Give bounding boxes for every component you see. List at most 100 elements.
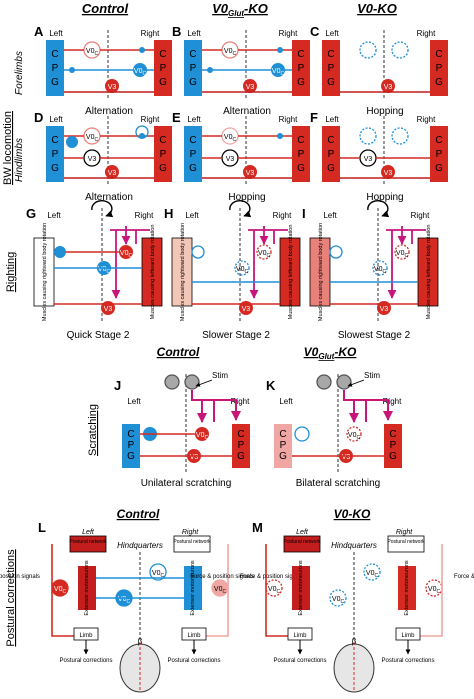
scratch-header-v0glut-ko: V0Glut-KO [304,345,357,361]
label-right: Right [273,211,292,220]
cpg-left-box [184,40,202,96]
panel-letter: J [114,378,121,393]
panel-caption: Alternation [85,106,133,117]
hindquarters-label: Hindquarters [117,541,163,550]
beta-label: β [352,637,357,646]
v0c-label-main: V0 [332,596,341,603]
right-extensor-label: Extensor motoneurons [190,560,196,616]
right-postural-network-label: Postural network [387,539,425,545]
cpg-left: CPG [122,424,140,468]
stim-label: Stim [212,371,228,380]
stim-label: Stim [364,371,380,380]
cpg-left-box [122,424,140,468]
label-right: Right [141,115,160,124]
postural-title: V0-KO [334,507,371,521]
label-left: Left [325,115,339,124]
cpg-right-letter: P [436,149,443,160]
v0v-label: V0C [134,68,147,77]
v0c-label-main: V0 [272,68,281,75]
label-right: Right [182,529,199,536]
v0c-label-sub: C [128,253,132,259]
left-force-label: Force & position signals [0,574,40,580]
right-muscle-label: Muscles causing leftward body rotation [288,225,294,320]
cpg-right-letter: C [389,429,396,440]
cpg-right-box [292,126,310,182]
cpg-left-letter: P [52,63,59,74]
label-left: Left [49,115,63,124]
cpg-left-letter: P [190,149,197,160]
right-limb-label: Limb [401,633,415,639]
right-postural-network [387,535,425,553]
cpg-left-box [322,126,340,182]
v0-right-upper-label: V0C [366,570,379,579]
v0c-neuron [346,426,362,442]
v0c-label-sub: C [126,599,130,605]
right-force-label: Force & position signals [240,574,304,580]
v0c-label-sub: C [436,589,440,595]
v0c-label: V0C [86,134,99,143]
postural-title: Control [117,507,160,521]
v0c-label-sub: C [404,253,408,259]
cpg-right-box [154,126,172,182]
label-right: Right [417,115,436,124]
cpg-right-letter: G [237,451,245,462]
cpg-right-letter: P [298,63,305,74]
v0c-label-main: V0 [348,432,357,439]
v0-left-label: V0C [268,586,281,595]
right-muscle-label: Muscles causing leftward body rotation [150,225,156,320]
panel-caption: Alternation [85,192,133,203]
cpg-left-letter: C [51,49,58,60]
cpg-right-box [430,40,448,96]
panel-letter: F [310,110,318,125]
cpg-left-box [184,126,202,182]
panel-letter: I [302,206,306,221]
panel-H: H Left Right Muscles causing rightward body… [164,200,301,341]
v0c-label: V0C [196,432,209,441]
panel-letter: B [172,24,181,39]
left-force-label: Force & position signals [190,574,254,580]
panel-caption: Unilateral scratching [141,478,232,489]
panel-M: M V0-KO Hindquarters Left Right Postural netw… [190,507,474,693]
rotation-arrow [91,200,114,218]
left-extensor-label: Extensor motoneurons [84,560,90,616]
synapse-dot [277,47,283,53]
cpg-right-letter: C [159,49,166,60]
v0c-label: V0C [224,134,237,143]
label-right: Right [411,211,430,220]
cpg-right-letter: G [297,77,305,88]
stim-sphere-right [336,374,352,390]
rotation-arrow [367,200,390,218]
cpg-right-letter: G [297,163,305,174]
cpg-right-letter: C [297,49,304,60]
v0v-label: V0C [236,266,249,275]
cpg-left-box [322,40,340,96]
left-postural-network [69,535,107,553]
scratch-header-control: Control [157,345,200,359]
v3-label: V3 [108,84,117,91]
left-postural-network-label: Postural network [283,539,321,545]
v0-mid-label: V0C [332,596,345,605]
label-right: Right [417,29,436,38]
right-muscle-box [417,237,439,307]
left-corrections-label: Postural corrections [273,658,326,664]
right-limb-label: Limb [187,633,201,639]
v3-label-secondary: V3 [226,156,235,163]
cpg-right: CPG [384,424,402,468]
v0c-label-main: V0 [118,596,127,603]
header-v0-ko: V0-KO [357,1,397,16]
v3-label-secondary: V3 [364,156,373,163]
label-left: Left [49,29,63,38]
cpg-right-letter: P [298,149,305,160]
cpg-right-letter: G [159,163,167,174]
v3-neuron [243,165,257,179]
v3-label: V3 [108,170,117,177]
v3-neuron [105,79,119,93]
v0c-label-sub: C [244,269,248,275]
left-muscle-box [33,237,55,307]
section-postural: Postural corrections [5,549,17,647]
v0c-label-main: V0 [120,250,129,257]
right-force-label: Force & position signals [454,574,474,580]
